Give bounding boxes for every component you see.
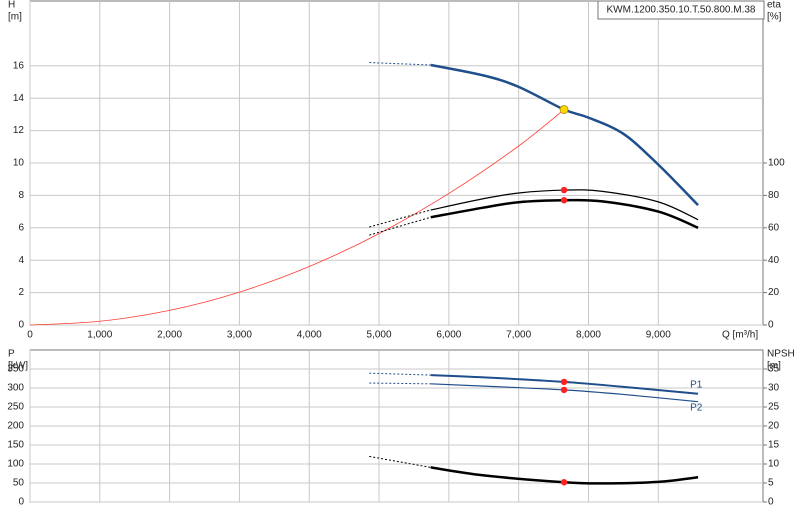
y-tick-label: 14 bbox=[13, 93, 25, 104]
x-tick-label: 3,000 bbox=[227, 330, 252, 341]
y-tick-label: 4 bbox=[18, 255, 24, 266]
y-tick-label: 150 bbox=[7, 440, 24, 451]
y-tick-label: 200 bbox=[7, 421, 24, 432]
x-tick-label: 2,000 bbox=[157, 330, 182, 341]
title-box bbox=[597, 0, 765, 20]
y2-tick-label: 100 bbox=[768, 158, 785, 169]
x-tick-label: 6,000 bbox=[436, 330, 461, 341]
y2-tick-label: 20 bbox=[768, 287, 780, 298]
y-axis-label: P bbox=[8, 349, 15, 360]
y2-tick-label: 0 bbox=[768, 497, 774, 508]
x-tick-label: 0 bbox=[27, 330, 33, 341]
curve bbox=[369, 209, 431, 228]
x-tick-label: 4,000 bbox=[297, 330, 322, 341]
y-tick-label: 300 bbox=[7, 383, 24, 394]
y2-tick-label: 60 bbox=[768, 222, 780, 233]
y-tick-label: 12 bbox=[13, 125, 25, 136]
duty-point bbox=[560, 479, 568, 486]
x-axis-label: Q [m³/h] bbox=[722, 330, 758, 341]
y2-tick-label: 5 bbox=[768, 478, 774, 489]
curve bbox=[430, 63, 699, 206]
duty-point bbox=[560, 378, 568, 386]
y-tick-label: 100 bbox=[7, 459, 24, 470]
y-axis-unit: [m] bbox=[8, 12, 22, 23]
y-tick-label: 10 bbox=[13, 158, 25, 169]
curve bbox=[369, 382, 431, 385]
y2-tick-label: 40 bbox=[768, 255, 780, 266]
curve bbox=[369, 216, 431, 236]
y2-tick-label: 0 bbox=[768, 320, 774, 331]
y2-tick-label: 10 bbox=[768, 459, 780, 470]
x-tick-label: 7,000 bbox=[506, 330, 531, 341]
y-axis-label: H bbox=[8, 0, 15, 11]
y-tick-label: 350 bbox=[7, 364, 24, 375]
duty-point bbox=[560, 386, 568, 394]
y2-axis-unit: [%] bbox=[767, 12, 782, 23]
curve bbox=[369, 62, 431, 66]
curve-label: P2 bbox=[690, 402, 703, 413]
chart-title: KWM.1200.350.10.T.50.800.M.38 bbox=[607, 5, 756, 16]
y-tick-label: 0 bbox=[18, 320, 24, 331]
duty-point bbox=[560, 197, 568, 204]
y2-tick-label: 20 bbox=[768, 421, 780, 432]
x-tick-label: 1,000 bbox=[87, 330, 112, 341]
y2-axis-label: NPSH bbox=[767, 349, 795, 360]
curve bbox=[29, 109, 565, 326]
y-tick-label: 8 bbox=[18, 190, 24, 201]
y-tick-label: 50 bbox=[13, 478, 25, 489]
curve bbox=[369, 455, 431, 468]
y-tick-label: 16 bbox=[13, 60, 25, 71]
duty-point bbox=[559, 105, 569, 114]
curve-label: P1 bbox=[690, 379, 703, 390]
y2-tick-label: 15 bbox=[768, 440, 780, 451]
y2-tick-label: 80 bbox=[768, 190, 780, 201]
y-tick-label: 2 bbox=[18, 287, 24, 298]
y-axis-unit: [kW] bbox=[8, 361, 28, 372]
y2-tick-label: 25 bbox=[768, 402, 780, 413]
y2-tick-label: 35 bbox=[768, 364, 780, 375]
y-tick-label: 250 bbox=[7, 402, 24, 413]
y2-tick-label: 30 bbox=[768, 383, 780, 394]
y-tick-label: 6 bbox=[18, 222, 24, 233]
x-tick-label: 9,000 bbox=[646, 330, 671, 341]
y2-axis-label: eta bbox=[767, 0, 781, 11]
curve bbox=[369, 372, 431, 376]
y-tick-label: 0 bbox=[18, 497, 24, 508]
y2-axis-unit: [m] bbox=[767, 361, 781, 372]
x-tick-label: 5,000 bbox=[367, 330, 392, 341]
duty-point bbox=[560, 186, 568, 194]
x-tick-label: 8,000 bbox=[576, 330, 601, 341]
curve bbox=[430, 466, 699, 485]
